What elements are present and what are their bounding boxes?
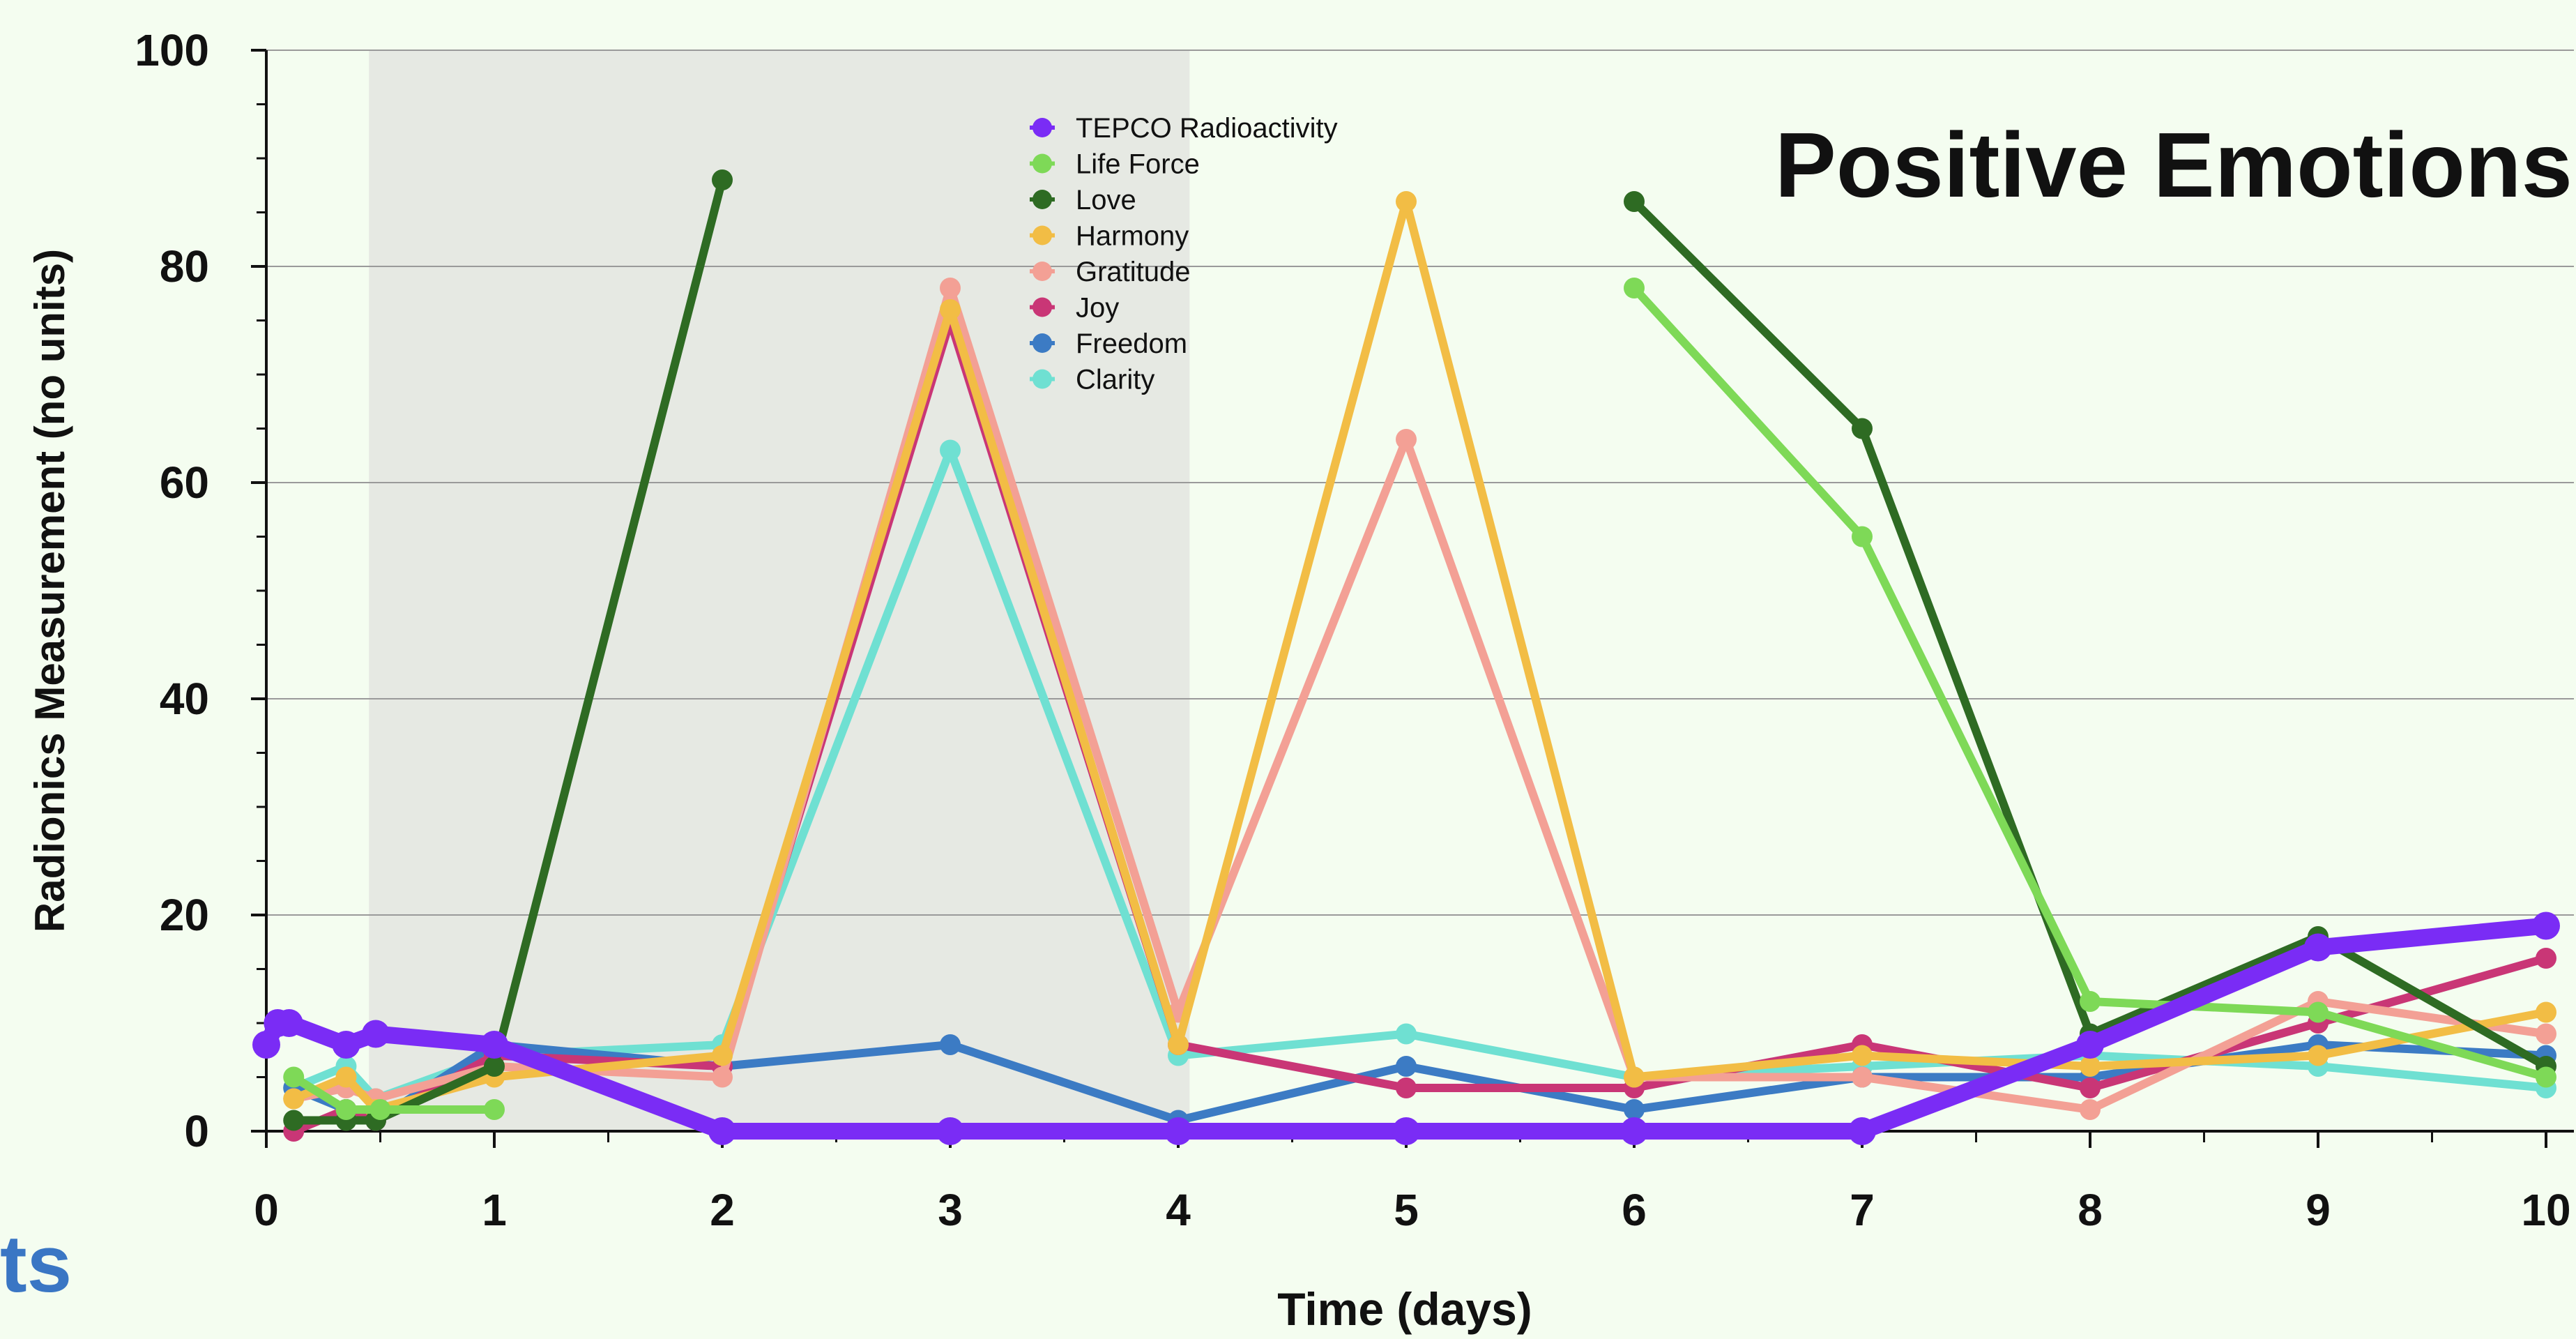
data-point	[2076, 1031, 2104, 1059]
y-tick-label: 60	[160, 457, 209, 508]
data-point	[283, 1066, 305, 1088]
data-point	[708, 1117, 736, 1145]
data-point	[1168, 1034, 1189, 1055]
series-line	[289, 1073, 498, 1114]
data-point	[1848, 1117, 1876, 1145]
data-point	[484, 1056, 505, 1077]
legend-label: TEPCO Radioactivity	[1076, 113, 1338, 144]
data-point	[940, 299, 961, 320]
data-point	[1620, 1117, 1648, 1145]
data-point	[283, 1088, 305, 1110]
data-point	[1624, 191, 1645, 212]
x-tick-label: 5	[1394, 1185, 1419, 1235]
y-axis-label: Radionics Measurement (no units)	[26, 249, 73, 932]
cut-off-text: ts	[0, 1218, 72, 1309]
x-tick-label: 0	[254, 1185, 279, 1235]
data-point	[2536, 1023, 2556, 1045]
legend-marker	[1032, 153, 1052, 174]
data-point	[2532, 911, 2560, 940]
data-point	[936, 1117, 964, 1145]
x-tick-label: 8	[2078, 1185, 2103, 1235]
y-tick-label: 0	[184, 1106, 209, 1156]
x-tick-label: 1	[482, 1185, 507, 1235]
data-point	[252, 1031, 280, 1059]
legend-marker	[1032, 369, 1052, 389]
x-tick-label: 9	[2306, 1185, 2331, 1235]
legend-label: Clarity	[1076, 365, 1154, 395]
data-point	[2304, 933, 2332, 962]
y-tick-label: 40	[160, 674, 209, 724]
data-point	[480, 1031, 508, 1059]
data-point	[1624, 1066, 1645, 1088]
data-point	[2536, 1001, 2556, 1023]
data-point	[1396, 1023, 1417, 1045]
data-point	[712, 1045, 733, 1066]
x-tick-label: 10	[2521, 1185, 2570, 1235]
data-point	[2080, 1099, 2101, 1120]
data-point	[283, 1110, 305, 1131]
legend-label: Joy	[1076, 293, 1119, 324]
x-tick-label: 2	[710, 1185, 735, 1235]
legend-label: Freedom	[1076, 328, 1187, 359]
data-point	[484, 1099, 505, 1120]
data-point	[712, 169, 733, 190]
data-point	[1396, 429, 1417, 450]
data-point	[332, 1031, 360, 1059]
data-point	[1396, 1077, 1417, 1098]
data-point	[2536, 1066, 2556, 1088]
y-tick-label: 100	[135, 25, 209, 75]
data-point	[1392, 1117, 1420, 1145]
data-point	[1852, 1045, 1873, 1066]
x-tick-label: 7	[1850, 1185, 1875, 1235]
y-tick-label: 20	[160, 890, 209, 940]
x-tick-label: 4	[1166, 1185, 1191, 1235]
series-line	[1630, 284, 2550, 1082]
data-point	[1852, 526, 1873, 547]
x-tick-label: 6	[1622, 1185, 1647, 1235]
data-point	[361, 1020, 390, 1048]
data-point	[2080, 991, 2101, 1012]
data-point	[1624, 1099, 1645, 1120]
data-point	[335, 1099, 357, 1120]
data-point	[1164, 1117, 1192, 1145]
legend-marker	[1032, 225, 1052, 245]
data-point	[2536, 948, 2556, 969]
data-point	[940, 1034, 961, 1055]
x-tick-label: 3	[938, 1185, 963, 1235]
data-point	[712, 1066, 733, 1088]
series-life-force	[283, 278, 2556, 1120]
series-tepco-radioactivity	[252, 911, 2560, 1145]
legend-label: Gratitude	[1076, 257, 1191, 287]
legend-marker	[1032, 190, 1052, 209]
shaded-region	[369, 50, 1190, 1131]
overlay-title: Positive Emotions	[1775, 114, 2573, 216]
data-point	[335, 1066, 357, 1088]
data-point	[1396, 191, 1417, 212]
data-point	[940, 278, 961, 298]
data-point	[2080, 1056, 2101, 1077]
data-point	[940, 439, 961, 461]
legend-label: Harmony	[1076, 221, 1189, 252]
data-point	[2308, 1045, 2329, 1066]
legend-marker	[1032, 118, 1052, 137]
data-point	[1396, 1056, 1417, 1077]
data-point	[1852, 1066, 1873, 1088]
data-point	[2080, 1077, 2101, 1098]
x-axis-label: Time (days)	[1277, 1283, 1532, 1335]
data-point	[1852, 418, 1873, 439]
y-tick-label: 80	[160, 241, 209, 292]
data-point	[1624, 278, 1645, 298]
data-point	[2308, 1001, 2329, 1023]
legend-label: Life Force	[1076, 149, 1200, 180]
legend-marker	[1032, 297, 1052, 317]
data-point	[369, 1099, 391, 1120]
legend-label: Love	[1076, 185, 1136, 215]
legend-marker	[1032, 333, 1052, 353]
legend-marker	[1032, 262, 1052, 281]
data-point	[275, 1009, 303, 1037]
